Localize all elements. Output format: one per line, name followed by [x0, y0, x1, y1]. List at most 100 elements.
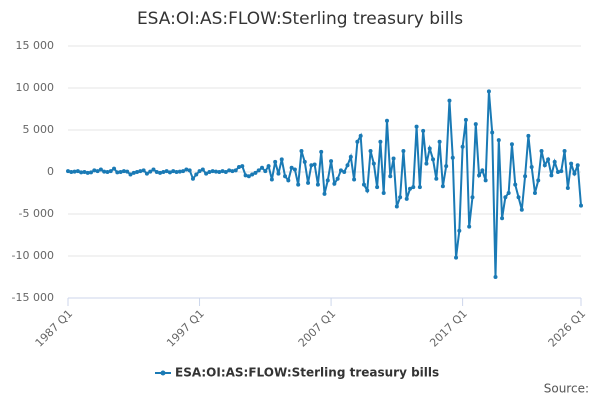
point: [539, 149, 544, 153]
point: [473, 122, 478, 127]
point: [506, 191, 511, 195]
point: [309, 163, 314, 168]
point: [131, 170, 136, 175]
point: [555, 170, 560, 174]
point: [204, 171, 209, 176]
point: [348, 154, 353, 159]
series-line: [67, 91, 582, 278]
point: [296, 182, 301, 187]
point: [121, 169, 126, 174]
point: [338, 168, 343, 173]
point: [509, 142, 514, 147]
point: [250, 172, 255, 177]
point: [454, 255, 459, 260]
point: [480, 168, 485, 173]
point: [118, 170, 123, 174]
point: [260, 165, 265, 170]
point: [273, 159, 278, 164]
point: [384, 118, 389, 123]
point: [460, 144, 465, 149]
point: [365, 188, 370, 193]
point: [105, 170, 110, 174]
point: [463, 117, 468, 122]
point: [381, 191, 386, 195]
point: [569, 161, 574, 166]
point: [486, 89, 491, 94]
point: [263, 169, 268, 174]
x-tick-label: 1997 Q1: [164, 307, 207, 350]
point: [220, 169, 225, 174]
point: [95, 169, 100, 174]
point: [230, 169, 235, 174]
point: [154, 170, 159, 174]
point: [66, 169, 70, 174]
point: [256, 168, 261, 173]
point: [542, 163, 547, 168]
point: [434, 176, 439, 181]
point: [417, 185, 422, 190]
chart-title: ESA:OI:AS:FLOW:Sterling treasury bills: [137, 9, 463, 29]
point: [299, 149, 304, 153]
point: [319, 149, 324, 154]
point: [444, 164, 449, 169]
point: [292, 167, 297, 172]
point: [332, 181, 337, 186]
point: [546, 157, 551, 162]
point: [184, 167, 189, 172]
point: [437, 139, 442, 144]
point: [187, 168, 192, 173]
point: [361, 182, 366, 187]
point: [375, 185, 380, 190]
point: [138, 169, 143, 174]
point: [378, 139, 383, 144]
point: [161, 170, 166, 174]
point: [246, 174, 251, 179]
point: [523, 174, 528, 179]
point: [411, 185, 416, 190]
point: [158, 170, 163, 175]
y-tick-label: -15 000: [12, 291, 54, 304]
point: [227, 168, 232, 173]
point: [197, 169, 202, 174]
point: [125, 169, 130, 174]
point: [457, 228, 462, 233]
point: [516, 195, 521, 200]
point: [529, 164, 534, 169]
point: [575, 163, 580, 168]
point: [427, 146, 432, 151]
point: [424, 161, 429, 166]
point: [483, 178, 488, 183]
point: [200, 167, 205, 172]
point: [223, 170, 228, 174]
point: [447, 98, 452, 103]
point: [345, 163, 350, 168]
x-tick-label: 2026 Q1: [546, 307, 589, 350]
point: [174, 170, 179, 174]
point: [562, 149, 567, 153]
point: [335, 176, 340, 181]
point: [572, 171, 577, 176]
point: [500, 216, 505, 221]
point: [312, 162, 317, 167]
point: [408, 186, 412, 191]
point: [108, 169, 113, 174]
point: [440, 184, 445, 189]
point: [266, 164, 271, 169]
y-tick-label: -10 000: [12, 249, 54, 262]
point: [565, 185, 570, 190]
point: [253, 170, 258, 175]
point: [151, 167, 156, 172]
point: [92, 168, 97, 173]
point: [243, 173, 248, 178]
source: Source:: [544, 382, 589, 396]
point: [315, 182, 320, 187]
x-tick-label: 1987 Q1: [33, 307, 76, 350]
point: [519, 207, 524, 212]
point: [135, 170, 140, 174]
point: [283, 174, 288, 179]
point: [358, 133, 363, 138]
point: [177, 169, 182, 174]
point: [115, 170, 120, 175]
point: [286, 178, 291, 183]
y-tick-label: 15 000: [16, 39, 55, 52]
